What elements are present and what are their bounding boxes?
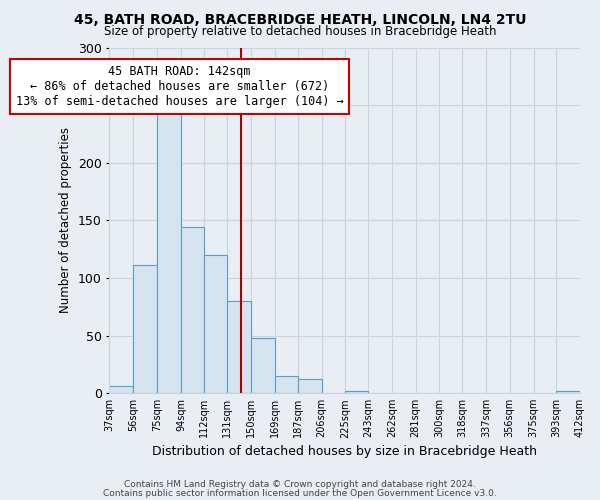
- Text: 45, BATH ROAD, BRACEBRIDGE HEATH, LINCOLN, LN4 2TU: 45, BATH ROAD, BRACEBRIDGE HEATH, LINCOL…: [74, 12, 526, 26]
- Bar: [556, 391, 580, 393]
- Bar: [157, 113, 181, 393]
- Bar: [227, 301, 251, 393]
- Text: 45 BATH ROAD: 142sqm
← 86% of detached houses are smaller (672)
13% of semi-deta: 45 BATH ROAD: 142sqm ← 86% of detached h…: [16, 65, 344, 108]
- Bar: [181, 228, 203, 393]
- Bar: [275, 376, 298, 393]
- Bar: [298, 380, 322, 393]
- Y-axis label: Number of detached properties: Number of detached properties: [59, 128, 73, 314]
- X-axis label: Distribution of detached houses by size in Bracebridge Heath: Distribution of detached houses by size …: [152, 444, 537, 458]
- Text: Contains public sector information licensed under the Open Government Licence v3: Contains public sector information licen…: [103, 488, 497, 498]
- Text: Contains HM Land Registry data © Crown copyright and database right 2024.: Contains HM Land Registry data © Crown c…: [124, 480, 476, 489]
- Bar: [109, 386, 133, 393]
- Text: Size of property relative to detached houses in Bracebridge Heath: Size of property relative to detached ho…: [104, 25, 496, 38]
- Bar: [251, 338, 275, 393]
- Bar: [346, 391, 368, 393]
- Bar: [133, 266, 157, 393]
- Bar: [203, 255, 227, 393]
